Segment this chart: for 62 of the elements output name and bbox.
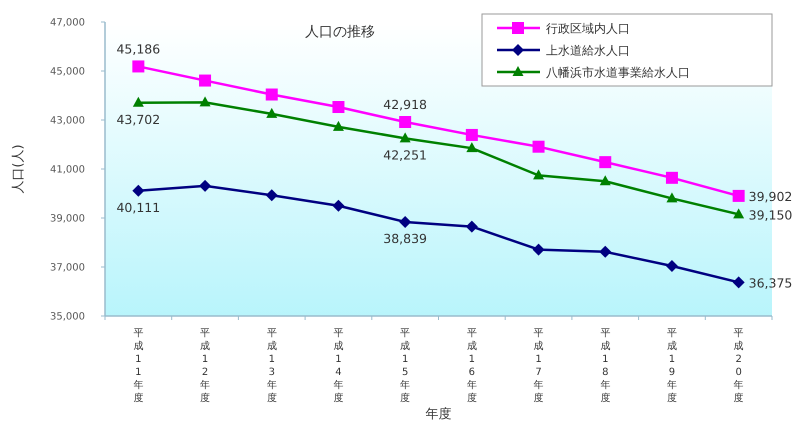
- point: [332, 120, 344, 131]
- point: [532, 244, 545, 256]
- data-label: 42,251: [383, 147, 428, 162]
- data-label: 43,702: [116, 112, 160, 127]
- x-tick-label: 平成17年度: [534, 328, 544, 404]
- point: [466, 142, 478, 152]
- point: [733, 208, 744, 218]
- point: [266, 189, 278, 202]
- x-tick-label: 平成14年度: [333, 328, 344, 404]
- x-axis-title: 年度: [426, 406, 452, 422]
- point: [532, 140, 545, 153]
- point: [466, 220, 478, 233]
- point: [399, 116, 412, 128]
- point: [399, 216, 412, 228]
- chart-title: 人口の推移: [305, 24, 375, 40]
- y-tick-label: 45,000: [50, 66, 85, 78]
- data-label: 39,150: [748, 207, 792, 222]
- point: [132, 184, 144, 197]
- x-tick-label: 平成19年度: [666, 328, 677, 404]
- x-tick-label: 平成15年度: [400, 328, 410, 404]
- x-tick-label: 平成18年度: [600, 328, 610, 404]
- point: [599, 156, 612, 168]
- data-label: 36,375: [748, 275, 792, 290]
- y-tick-label: 35,000: [50, 312, 85, 322]
- data-label: 45,186: [116, 41, 160, 56]
- data-label: 38,839: [383, 230, 428, 246]
- x-tick-label: 平成11年度: [133, 328, 144, 404]
- point: [732, 190, 745, 202]
- point: [332, 101, 344, 114]
- x-tick-label: 平成16年度: [466, 328, 477, 404]
- point: [199, 180, 212, 192]
- x-tick-label: 平成20年度: [734, 328, 744, 404]
- point: [732, 276, 745, 288]
- point: [666, 192, 678, 202]
- legend-label: 上水道給水人口: [546, 44, 630, 58]
- y-tick-label: 47,000: [50, 18, 85, 28]
- point: [332, 200, 344, 212]
- y-tick-label: 39,000: [50, 214, 85, 224]
- y-axis-title: 人口(人): [11, 144, 26, 194]
- point: [533, 169, 544, 180]
- point: [200, 96, 211, 106]
- point: [466, 128, 478, 141]
- data-label: 40,111: [116, 200, 160, 215]
- point: [666, 172, 678, 184]
- point: [132, 96, 144, 107]
- point: [266, 88, 278, 101]
- legend-label: 行政区域内人口: [546, 22, 630, 36]
- y-tick-label: 43,000: [50, 116, 85, 126]
- legend-label: 八幡浜市水道事業給水人口: [546, 66, 690, 80]
- point: [400, 132, 411, 142]
- point: [600, 175, 611, 186]
- data-label: 42,918: [383, 97, 428, 112]
- point: [599, 246, 612, 258]
- data-label: 39,902: [748, 188, 792, 204]
- y-tick-label: 41,000: [50, 164, 85, 176]
- x-tick-label: 平成13年度: [266, 328, 277, 404]
- x-tick-label: 平成12年度: [200, 328, 210, 404]
- point: [666, 260, 678, 272]
- point: [199, 74, 212, 87]
- y-tick-label: 37,000: [50, 262, 85, 274]
- point: [132, 60, 144, 72]
- point: [266, 108, 278, 118]
